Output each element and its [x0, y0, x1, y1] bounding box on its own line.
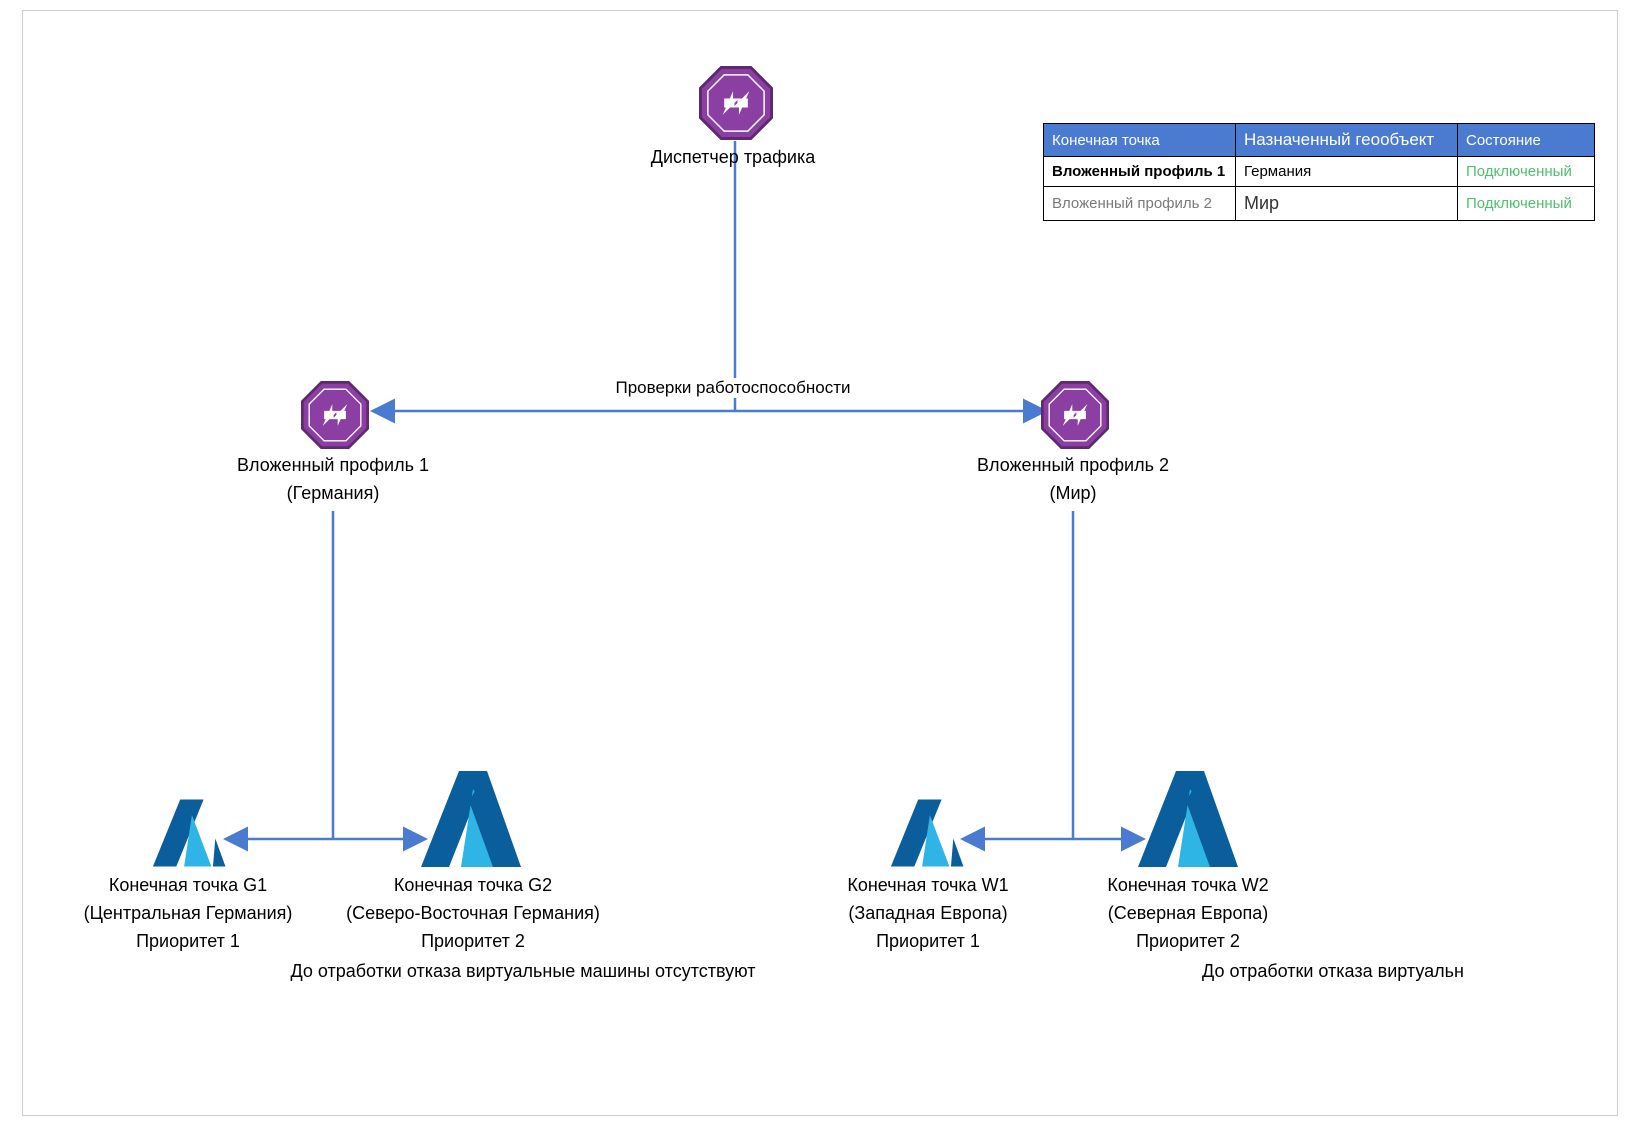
- col-geo: Назначенный геообъект: [1236, 124, 1458, 157]
- health-check-label: Проверки работоспособности: [563, 378, 903, 398]
- endpoint-w2-region: (Северная Европа): [1053, 903, 1323, 924]
- endpoint-g1-icon: [149, 799, 227, 867]
- endpoint-w2-icon: [1138, 771, 1238, 867]
- col-status: Состояние: [1458, 124, 1595, 157]
- traffic-manager-icon: [699, 66, 773, 140]
- nested-profile-1-sublabel: (Германия): [203, 483, 463, 504]
- endpoint-w2-label: Конечная точка W2: [1053, 875, 1323, 896]
- nested-profile-2-icon: [1041, 381, 1109, 449]
- endpoint-w1-region: (Западная Европа): [803, 903, 1053, 924]
- nested-profile-1-label: Вложенный профиль 1: [203, 455, 463, 476]
- endpoint-g2-label: Конечная точка G2: [323, 875, 623, 896]
- endpoint-g2-region: (Северо-Восточная Германия): [323, 903, 623, 924]
- nested-profile-2-sublabel: (Мир): [943, 483, 1203, 504]
- endpoint-g1-label: Конечная точка G1: [63, 875, 313, 896]
- table-header-row: Конечная точка Назначенный геообъект Сос…: [1044, 124, 1595, 157]
- endpoint-w2-note: До отработки отказа виртуальн: [1053, 961, 1613, 982]
- nested-profile-2-label: Вложенный профиль 2: [943, 455, 1203, 476]
- cell-status: Подключенный: [1458, 187, 1595, 221]
- cell-geo: Мир: [1236, 187, 1458, 221]
- endpoint-g2-icon: [421, 771, 521, 867]
- table-row: Вложенный профиль 2 Мир Подключенный: [1044, 187, 1595, 221]
- cell-status: Подключенный: [1458, 157, 1595, 187]
- cell-geo: Германия: [1236, 157, 1458, 187]
- endpoint-w1-label: Конечная точка W1: [803, 875, 1053, 896]
- endpoint-g2-note: До отработки отказа виртуальные машины о…: [253, 961, 793, 982]
- col-endpoint: Конечная точка: [1044, 124, 1236, 157]
- diagram-canvas: Диспетчер трафика Вложенный профиль 1 (Г…: [22, 10, 1618, 1116]
- endpoint-g1-priority: Приоритет 1: [63, 931, 313, 952]
- endpoint-table: Конечная точка Назначенный геообъект Сос…: [1043, 123, 1595, 221]
- cell-endpoint: Вложенный профиль 2: [1044, 187, 1236, 221]
- table-row: Вложенный профиль 1 Германия Подключенны…: [1044, 157, 1595, 187]
- endpoint-g1-region: (Центральная Германия): [63, 903, 313, 924]
- endpoint-g2-priority: Приоритет 2: [323, 931, 623, 952]
- endpoint-w1-icon: [887, 799, 965, 867]
- endpoint-w2-priority: Приоритет 2: [1053, 931, 1323, 952]
- cell-endpoint: Вложенный профиль 1: [1044, 157, 1236, 187]
- traffic-manager-label: Диспетчер трафика: [583, 147, 883, 168]
- nested-profile-1-icon: [301, 381, 369, 449]
- endpoint-w1-priority: Приоритет 1: [803, 931, 1053, 952]
